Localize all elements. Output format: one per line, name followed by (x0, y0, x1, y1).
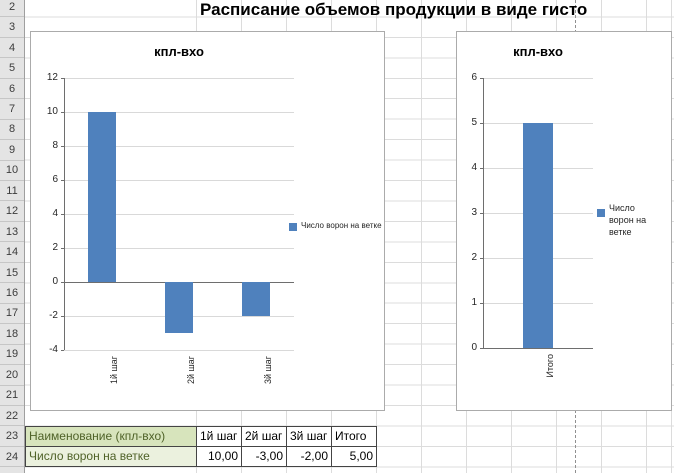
y-axis-label: 8 (52, 140, 58, 151)
axis-tick (61, 112, 64, 113)
y-axis-label: 4 (52, 208, 58, 219)
axis-tick (480, 123, 483, 124)
legend-marker (597, 209, 605, 217)
row-header[interactable]: 14 (0, 242, 24, 263)
y-axis-label: 0 (471, 342, 477, 353)
table-header-cell[interactable]: 1й шаг (196, 426, 242, 447)
table-value-cell[interactable]: 10,00 (196, 446, 242, 467)
chart-kpl-vho-steps[interactable]: кпл-вхо 12 10 8 6 4 2 0 -2 -4 1й шаг 2й шаг 3й шаг Чи… (30, 31, 385, 411)
row-header[interactable]: 7 (0, 99, 24, 120)
legend-marker (289, 223, 297, 231)
bar (241, 282, 270, 316)
row-header[interactable]: 19 (0, 345, 24, 366)
x-axis-label: 2й шаг (186, 356, 196, 385)
chart-gridline (64, 350, 294, 351)
table-header-name-cell[interactable]: Наименование (кпл-вхо) (25, 426, 197, 447)
sheet-title[interactable]: Расписание объемов продукции в виде гист… (200, 0, 588, 19)
row-header[interactable]: 8 (0, 120, 24, 141)
row-header[interactable]: 6 (0, 79, 24, 100)
axis-tick (61, 316, 64, 317)
y-axis-label: 10 (46, 106, 58, 117)
row-header[interactable]: 11 (0, 181, 24, 202)
row-header[interactable]: 18 (0, 324, 24, 345)
table-header-cell[interactable]: 2й шаг (241, 426, 287, 447)
y-axis-label: 5 (471, 117, 477, 128)
row-header[interactable]: 22 (0, 406, 24, 427)
table-value-cell[interactable]: -3,00 (241, 446, 287, 467)
axis-tick (480, 258, 483, 259)
y-axis-label: 4 (471, 162, 477, 173)
row-header[interactable]: 2 (0, 0, 24, 18)
chart-gridline (64, 214, 294, 215)
axis-tick (61, 180, 64, 181)
axis-tick (480, 303, 483, 304)
row-header[interactable]: 23 (0, 426, 24, 447)
y-axis-label: 6 (471, 72, 477, 83)
row-header[interactable]: 20 (0, 365, 24, 386)
x-axis-label: Итого (545, 354, 555, 378)
y-axis-line (64, 78, 65, 350)
axis-tick (61, 350, 64, 351)
chart-title: кпл-вхо (513, 44, 563, 59)
axis-tick (61, 78, 64, 79)
chart-gridline (64, 180, 294, 181)
row-header[interactable]: 9 (0, 140, 24, 161)
chart-kpl-vho-total[interactable]: кпл-вхо 6 5 4 3 2 1 0 Итого Число ворон на ветке (456, 31, 672, 411)
row-header[interactable]: 24 (0, 447, 24, 468)
row-header[interactable]: 13 (0, 222, 24, 243)
table-row-label-cell[interactable]: Число ворон на ветке (25, 446, 197, 467)
chart-gridline (64, 112, 294, 113)
table-value-cell[interactable]: -2,00 (286, 446, 332, 467)
row-header[interactable]: 17 (0, 304, 24, 325)
row-header[interactable]: 5 (0, 58, 24, 79)
chart-gridline (64, 248, 294, 249)
y-axis-label: 0 (52, 276, 58, 287)
legend-label: Число ворон на ветке (609, 203, 647, 237)
legend-label: Число ворон на ветке (301, 221, 382, 230)
row-header[interactable]: 21 (0, 386, 24, 406)
row-header[interactable]: 4 (0, 38, 24, 59)
y-axis-label: -2 (49, 310, 58, 321)
bar (523, 123, 553, 348)
y-axis-label: 2 (471, 252, 477, 263)
axis-tick (61, 282, 64, 283)
row-header[interactable]: 12 (0, 202, 24, 222)
chart-gridline (64, 78, 294, 79)
chart-gridline (64, 146, 294, 147)
table-header-cell[interactable]: 3й шаг (286, 426, 332, 447)
chart-gridline (483, 78, 593, 79)
bar (88, 112, 117, 282)
y-axis-label: 12 (46, 72, 58, 83)
row-header[interactable]: 10 (0, 161, 24, 182)
y-axis-label: 6 (52, 174, 58, 185)
axis-tick (61, 146, 64, 147)
x-axis-label: 1й шаг (109, 356, 120, 385)
row-header[interactable]: 3 (0, 17, 24, 38)
axis-tick (480, 348, 483, 349)
row-header-column: 2 3 4 5 6 7 8 9 10 11 12 13 14 15 16 17 18 19 20 21 22 23 24 (0, 0, 25, 473)
axis-tick (61, 214, 64, 215)
table-header-cell[interactable]: Итого (331, 426, 377, 447)
axis-tick (480, 168, 483, 169)
y-axis-label: 2 (52, 242, 58, 253)
gridline (421, 0, 422, 473)
table-value-cell[interactable]: 5,00 (331, 446, 377, 467)
bar (165, 282, 193, 333)
x-axis-line (483, 348, 593, 349)
data-table: Наименование (кпл-вхо) 1й шаг 2й шаг 3й шаг… (25, 426, 377, 467)
axis-tick (61, 248, 64, 249)
y-axis-label: -4 (49, 344, 58, 355)
row-header[interactable]: 16 (0, 283, 24, 304)
y-axis-label: 1 (471, 297, 477, 308)
axis-tick (480, 213, 483, 214)
chart-title: кпл-вхо (154, 44, 204, 59)
y-axis-line (483, 78, 484, 348)
row-header[interactable]: 15 (0, 263, 24, 284)
x-axis-label: 3й шаг (262, 356, 273, 385)
axis-tick (480, 78, 483, 79)
y-axis-label: 3 (471, 207, 477, 218)
